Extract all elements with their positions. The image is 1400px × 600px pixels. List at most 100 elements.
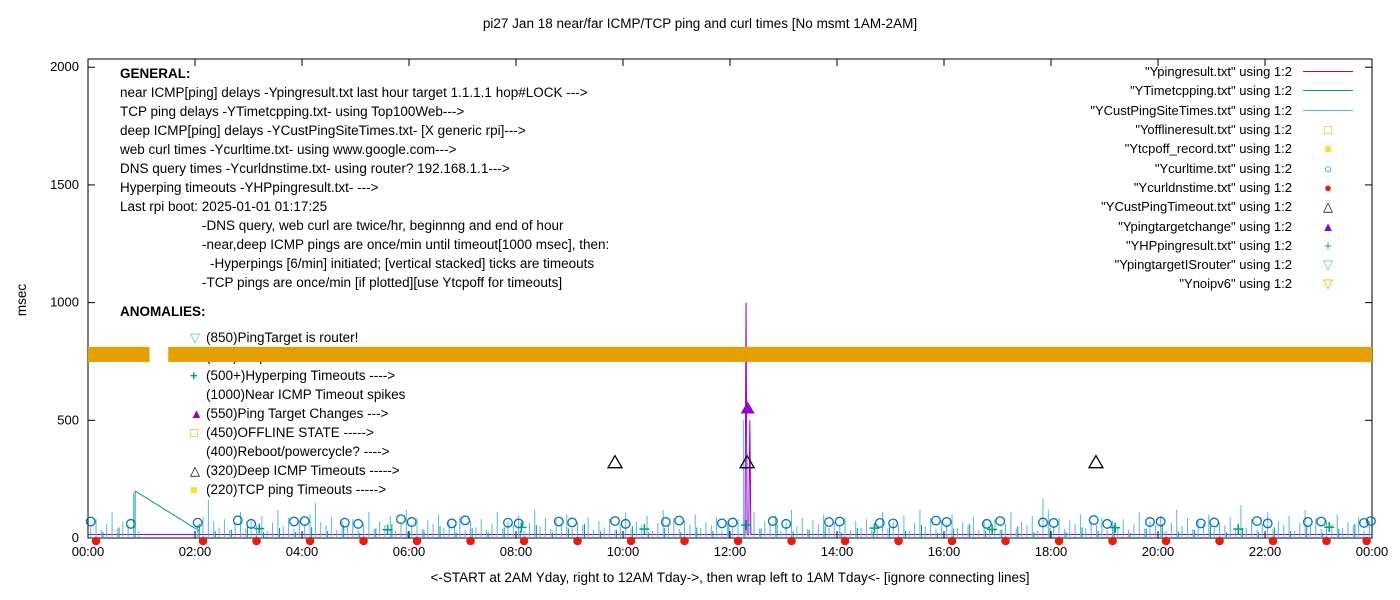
- general-notes-block: GENERAL: near ICMP[ping] delays -Ypingre…: [120, 64, 609, 292]
- legend-row-near-icmp-ping: "Ypingresult.txt" using 1:2: [1090, 62, 1360, 81]
- general-line: near ICMP[ping] delays -Ypingresult.txt …: [120, 85, 588, 100]
- y-tick-label: 1500: [50, 177, 79, 192]
- anomaly-item: (400)Reboot/powercycle? ---->: [120, 442, 405, 461]
- series-web-curl-times: [85, 514, 1376, 529]
- x-tick-label: 14:00: [821, 544, 854, 559]
- legend-row-tcp-offline-record: "Ytcpoff_record.txt" using 1:2 ■: [1090, 139, 1360, 158]
- series-deep-icmp-timeouts: [606, 454, 1105, 469]
- anomaly-item: (1000)Near ICMP Timeout spikes: [120, 385, 405, 404]
- legend-sample-plus-icon: +: [1324, 237, 1332, 253]
- legend-label: "Ycurltime.txt" using 1:2: [1154, 160, 1292, 176]
- anomalies-block: ANOMALIES: ▽ (850)PingTarget is router! ▽ (…: [120, 304, 405, 499]
- anomaly-triangle-filled-icon: ▲: [190, 406, 203, 421]
- anomaly-item: + (500+)Hyperping Timeouts ---->: [120, 366, 405, 385]
- legend-sample-line-icon: [1296, 71, 1360, 73]
- anomaly-text: (1000)Near ICMP Timeout spikes: [206, 387, 406, 402]
- x-tick-label: 22:00: [1249, 544, 1282, 559]
- legend-sample-circle-filled-icon: ●: [1324, 179, 1332, 195]
- legend-row-ping-target-change: "Ypingtargetchange" using 1:2 ▲: [1090, 216, 1360, 235]
- general-lines: near ICMP[ping] delays -Ypingresult.txt …: [120, 83, 609, 292]
- legend-label: "YHPpingresult.txt" using 1:2: [1125, 237, 1292, 253]
- x-axis-caption: <-START at 2AM Yday, right to 12AM Tday-…: [430, 570, 1030, 585]
- general-header: GENERAL:: [120, 66, 191, 81]
- legend-label: "Ynoipv6" using 1:2: [1179, 276, 1292, 292]
- anomaly-plus-icon: +: [190, 368, 198, 383]
- y-axis-label: msec: [14, 283, 29, 317]
- x-tick-label: 18:00: [1035, 544, 1068, 559]
- general-line: -Hyperpings [6/min] initiated; [vertical…: [210, 256, 595, 271]
- x-tick-label: 00:00: [1356, 544, 1389, 559]
- anomaly-text: (220)TCP ping Timeouts ----->: [206, 482, 387, 497]
- legend-sample-square-filled-icon: ■: [1324, 141, 1332, 157]
- anomaly-item: △ (320)Deep ICMP Timeouts ----->: [120, 461, 405, 480]
- legend-sample-line-icon: [1296, 90, 1360, 92]
- legend-row-hyperping-timeouts: "YHPpingresult.txt" using 1:2 +: [1090, 236, 1360, 255]
- x-tick-label: 20:00: [1142, 544, 1175, 559]
- general-line: Last rpi boot: 2025-01-01 01:17:25: [120, 199, 328, 214]
- x-tick-label: 12:00: [714, 544, 747, 559]
- legend-row-deep-icmp-timeouts: "YCustPingTimeout.txt" using 1:2 △: [1090, 197, 1360, 216]
- legend-label: "Ycurldnstime.txt" using 1:2: [1133, 179, 1292, 195]
- legend-sample-triangle-down-open-icon: ▽: [1323, 257, 1333, 273]
- x-tick-label: 00:00: [72, 544, 105, 559]
- anomaly-square-open-icon: □: [190, 425, 198, 440]
- anomaly-text: (400)Reboot/powercycle? ---->: [206, 444, 390, 459]
- anomaly-text: (550)Ping Target Changes --->: [206, 406, 389, 421]
- legend-label: "YpingtargetISrouter" using 1:2: [1114, 257, 1292, 273]
- legend-sample-square-open-icon: □: [1324, 122, 1332, 138]
- legend-row-no-ipv6: "Ynoipv6" using 1:2 ▽: [1090, 274, 1360, 293]
- y-tick-label: 500: [57, 412, 79, 427]
- anomaly-item: ▲ (550)Ping Target Changes --->: [120, 404, 405, 423]
- legend-row-dns-query-times: "Ycurldnstime.txt" using 1:2 ●: [1090, 178, 1360, 197]
- general-line: DNS query times -Ycurldnstime.txt- using…: [120, 161, 510, 176]
- anomaly-item: ▽ (785)no ipv6 ---->: [120, 347, 405, 366]
- general-line: web curl times -Ycurltime.txt- using www…: [120, 142, 457, 157]
- x-tick-label: 08:00: [500, 544, 533, 559]
- general-line: Hyperping timeouts -YHPpingresult.txt- -…: [120, 180, 379, 195]
- general-line: -TCP pings are once/min [if plotted][use…: [202, 275, 563, 290]
- anomaly-text: (500+)Hyperping Timeouts ---->: [206, 368, 396, 383]
- series-dns-query-times: [91, 536, 1371, 546]
- anomaly-items: ▽ (850)PingTarget is router! ▽ (785)no ipv6…: [120, 328, 405, 499]
- y-tick-label: 2000: [50, 59, 79, 74]
- legend-label: "Yofflineresult.txt" using 1:2: [1135, 122, 1292, 138]
- general-line: -DNS query, web curl are twice/hr, begin…: [202, 218, 564, 233]
- legend-label: "Ypingresult.txt" using 1:2: [1144, 64, 1292, 80]
- legend-sample-circle-open-icon: ○: [1324, 160, 1332, 176]
- anomaly-text: (320)Deep ICMP Timeouts ----->: [206, 463, 400, 478]
- anomaly-item: □ (450)OFFLINE STATE ----->: [120, 423, 405, 442]
- legend-label: "YCustPingSiteTimes.txt" using 1:2: [1090, 102, 1292, 118]
- legend-row-web-curl-times: "Ycurltime.txt" using 1:2 ○: [1090, 158, 1360, 177]
- x-tick-label: 04:00: [286, 544, 319, 559]
- anomaly-text: (785)no ipv6 ---->: [206, 349, 311, 364]
- legend-row-tcp-ping: "YTimetcpping.txt" using 1:2: [1090, 81, 1360, 100]
- anomaly-item: ▽ (850)PingTarget is router!: [120, 328, 405, 347]
- legend-row-offline-state: "Yofflineresult.txt" using 1:2 □: [1090, 120, 1360, 139]
- legend-row-ping-target-is-router: "YpingtargetISrouter" using 1:2 ▽: [1090, 255, 1360, 274]
- anomaly-item: ■ (220)TCP ping Timeouts ----->: [120, 480, 405, 499]
- anomaly-triangle-down-open-icon: ▽: [190, 349, 200, 364]
- legend-row-deep-icmp-ping: "YCustPingSiteTimes.txt" using 1:2: [1090, 101, 1360, 120]
- legend-label: "Ypingtargetchange" using 1:2: [1118, 218, 1292, 234]
- legend-sample-triangle-open-icon: △: [1323, 199, 1333, 215]
- x-tick-label: 06:00: [393, 544, 426, 559]
- chart-title: pi27 Jan 18 near/far ICMP/TCP ping and c…: [482, 16, 918, 31]
- chart-legend: "Ypingresult.txt" using 1:2 "YTimetcpping…: [1090, 62, 1360, 294]
- legend-label: "Ytcpoff_record.txt" using 1:2: [1124, 141, 1292, 157]
- general-line: -near,deep ICMP pings are once/min until…: [202, 237, 610, 252]
- x-tick-label: 02:00: [179, 544, 212, 559]
- legend-label: "YCustPingTimeout.txt" using 1:2: [1101, 199, 1292, 215]
- legend-sample-triangle-filled-icon: ▲: [1321, 218, 1335, 234]
- general-line: deep ICMP[ping] delays -YCustPingSiteTim…: [120, 123, 526, 138]
- legend-sample-line-icon: [1296, 109, 1360, 111]
- y-tick-label: 1000: [50, 295, 79, 310]
- x-tick-label: 10:00: [607, 544, 640, 559]
- anomaly-triangle-down-open-icon: ▽: [190, 330, 200, 345]
- legend-sample-triangle-down-open-icon: ▽: [1323, 276, 1333, 292]
- general-line: TCP ping delays -YTimetcpping.txt- using…: [120, 104, 465, 119]
- series-ping-target-change: [740, 401, 755, 414]
- series-hyperping-timeouts: [254, 520, 1335, 535]
- x-tick-label: 16:00: [928, 544, 961, 559]
- anomaly-text: (850)PingTarget is router!: [206, 330, 359, 345]
- anomalies-header: ANOMALIES:: [120, 304, 206, 319]
